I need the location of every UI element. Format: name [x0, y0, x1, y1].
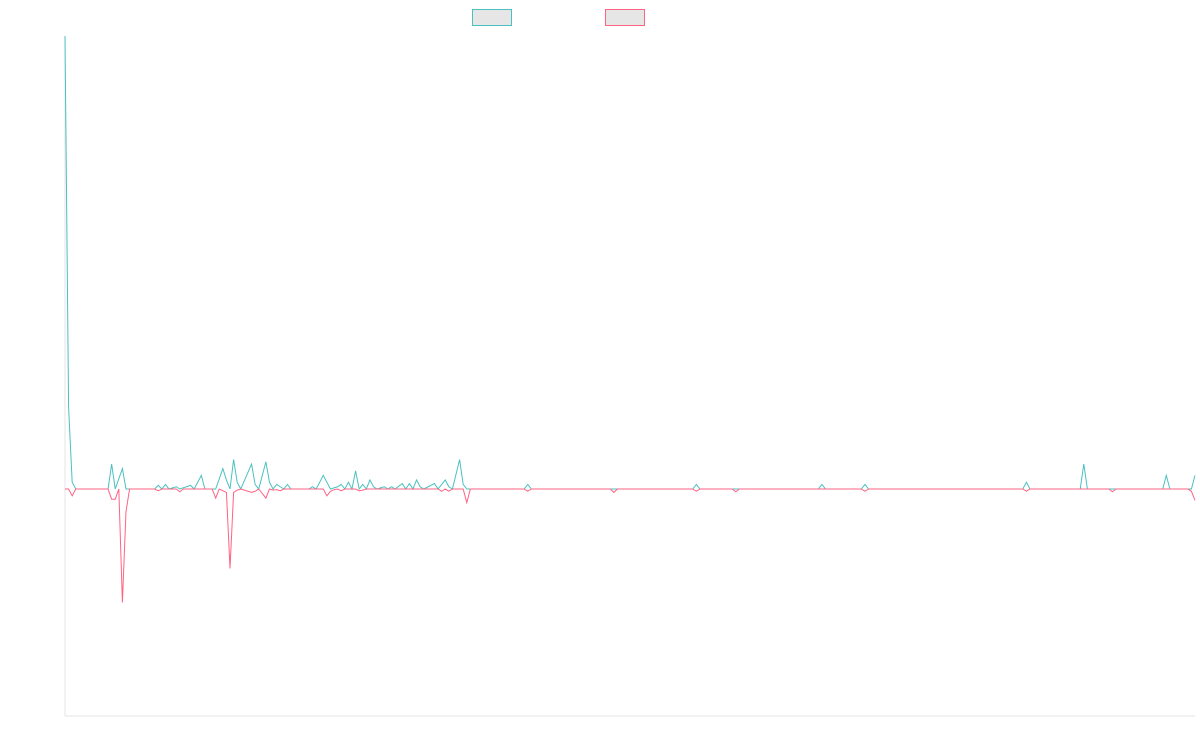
series-group [64, 35, 1196, 603]
legend-swatch-series-1[interactable] [472, 9, 512, 26]
legend-swatch-series-2[interactable] [605, 9, 645, 26]
series-line-1 [64, 35, 1196, 491]
series-line-2 [65, 488, 1196, 603]
axes [64, 36, 1195, 717]
legend[interactable] [472, 9, 645, 26]
